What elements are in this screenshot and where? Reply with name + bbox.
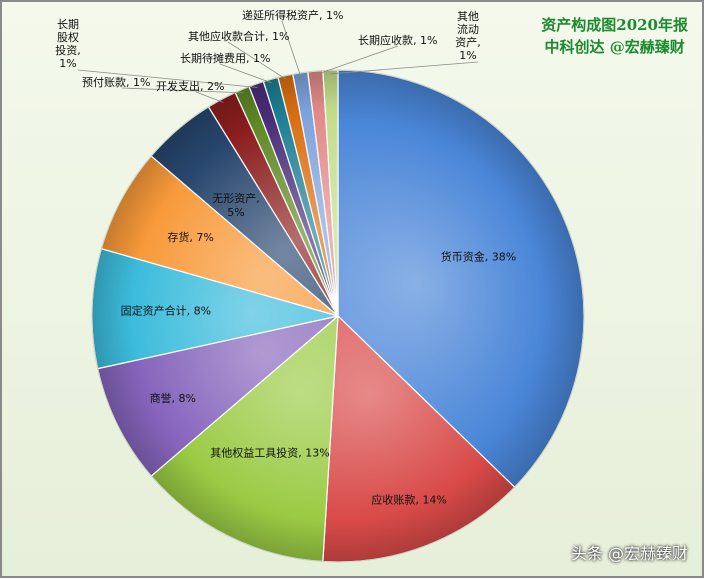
data-label-0: 货币资金, 38%: [441, 250, 516, 264]
data-label-3: 商誉, 8%: [150, 391, 196, 405]
data-label-7: 开发支出, 2%: [156, 79, 224, 93]
leader-line-7: [195, 91, 224, 103]
leader-line-13: [315, 45, 399, 76]
leader-line-11: [227, 41, 287, 80]
data-label-9: 长期股权投资, 1%: [55, 18, 81, 70]
data-label-11: 其他应收款合计, 1%: [188, 29, 289, 43]
watermark: 头条 @宏赫臻财: [570, 544, 688, 563]
leader-line-9: [77, 69, 258, 88]
chart-title-block: 资产构成图2020年报 中科创达 @宏赫臻财: [541, 14, 688, 58]
data-label-14: 其他流动资产, 1%: [455, 10, 481, 62]
leader-line-12: [281, 20, 302, 77]
data-label-5: 存货, 7%: [167, 230, 213, 244]
slices-layer: [91, 69, 585, 563]
data-label-4: 固定资产合计, 8%: [121, 304, 211, 318]
data-label-6: 无形资产, 5%: [212, 191, 260, 219]
pie-outline: [91, 69, 585, 563]
chart-subtitle: 中科创达 @宏赫臻财: [544, 38, 685, 56]
data-label-2: 其他权益工具投资, 13%: [210, 446, 329, 460]
labels-layer: 货币资金, 38% 应收账款, 14% 其他权益工具投资, 13% 商誉, 8% 固定资…: [55, 8, 516, 507]
data-label-8: 预付账款, 1%: [82, 75, 150, 89]
chart-title: 资产构成图2020年报: [541, 16, 688, 34]
data-label-10: 长期待摊费用, 1%: [180, 51, 270, 65]
data-label-12: 递延所得税资产, 1%: [242, 8, 343, 22]
data-label-13: 长期应收款, 1%: [358, 33, 437, 47]
leader-lines-layer: [77, 20, 479, 103]
leader-line-8: [121, 87, 244, 94]
leader-line-14: [330, 61, 479, 75]
data-label-1: 应收账款, 14%: [371, 493, 446, 507]
leader-line-10: [219, 63, 272, 84]
